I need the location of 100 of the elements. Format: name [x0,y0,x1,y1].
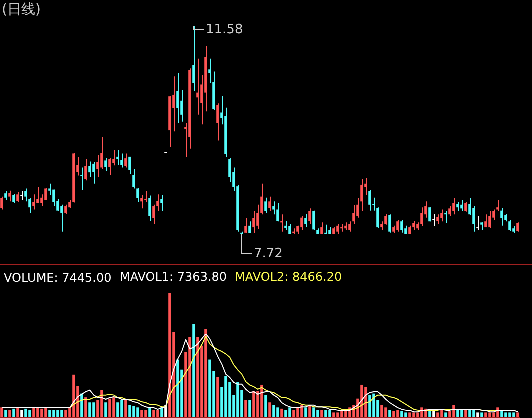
bar [56,410,60,418]
bar [132,406,136,418]
candlestick [300,216,304,231]
candlestick [412,220,416,231]
candlestick [484,214,488,228]
candlestick [388,214,392,234]
candlestick [348,221,352,232]
candlestick [104,158,108,172]
candlestick [400,219,404,234]
bar [144,410,148,418]
bar [296,408,300,418]
bar [332,412,336,418]
text: MAVOL1: 7363.80 [120,270,228,284]
text: 7.72 [254,246,283,262]
bar [408,412,412,418]
candlestick [12,194,16,204]
candlestick [368,190,372,212]
candlestick [516,222,520,232]
bar [32,408,36,418]
candlestick [460,200,464,212]
candlestick [284,220,288,231]
bar [12,408,16,418]
candlestick [112,150,116,166]
candlestick [32,194,36,210]
bar [508,412,512,418]
bar [388,410,392,418]
bar [452,405,456,418]
bar [440,410,444,418]
candlestick [108,158,112,176]
bar [16,408,20,418]
bar [340,411,344,418]
text: MAVOL2: 8466.20 [235,270,342,284]
candlestick [92,162,96,184]
candlestick [124,153,128,168]
bar [280,408,284,418]
bar [72,374,76,418]
candlestick [148,195,152,222]
bar [472,410,476,418]
candlestick [0,196,4,210]
bar [176,360,180,418]
bar [88,402,92,418]
candlestick [456,202,460,212]
candlestick [152,204,156,225]
bar [52,410,56,418]
bar [92,402,96,418]
candlestick [324,224,328,234]
bar [312,408,316,418]
bar [368,395,372,418]
bar [456,410,460,418]
candlestick [304,214,308,228]
bar [60,410,64,418]
bar [264,395,268,418]
bar [4,410,8,418]
text: VOLUME: 7445.00 [4,271,112,285]
bar [0,408,4,418]
bar [360,384,364,418]
bar [156,410,160,418]
annotation: 11.58 [206,22,244,38]
candlestick [120,153,124,168]
bar [84,398,88,418]
bar [464,410,468,418]
candlestick [96,154,100,178]
candlestick [140,194,144,210]
bar [412,412,416,418]
bar [304,408,308,418]
bar [208,360,212,418]
bar [224,376,228,418]
candlestick [264,197,268,214]
bar [140,410,144,418]
bar [272,405,276,418]
bar [204,330,208,418]
bar [396,410,400,418]
candlestick [488,210,492,229]
bar [128,405,132,418]
bar [48,410,52,418]
bar [268,402,272,418]
bar [364,388,368,418]
bar [64,410,68,418]
bar [8,410,12,418]
candlestick [396,219,400,232]
bar [244,400,248,418]
bar [476,412,480,418]
candlestick [16,191,20,203]
candlestick [464,202,468,212]
bar [40,408,44,418]
bar [284,410,288,418]
bar [188,337,192,418]
candlestick [308,208,312,225]
bar [324,410,328,418]
candlestick [244,218,248,234]
bar [372,394,376,418]
bar [124,400,128,418]
bar [216,377,220,418]
candlestick [336,224,340,234]
candlestick [352,204,356,225]
candlestick [312,210,316,231]
bar [136,408,140,418]
candlestick [160,194,164,212]
candlestick [132,168,136,190]
bar [104,402,108,418]
